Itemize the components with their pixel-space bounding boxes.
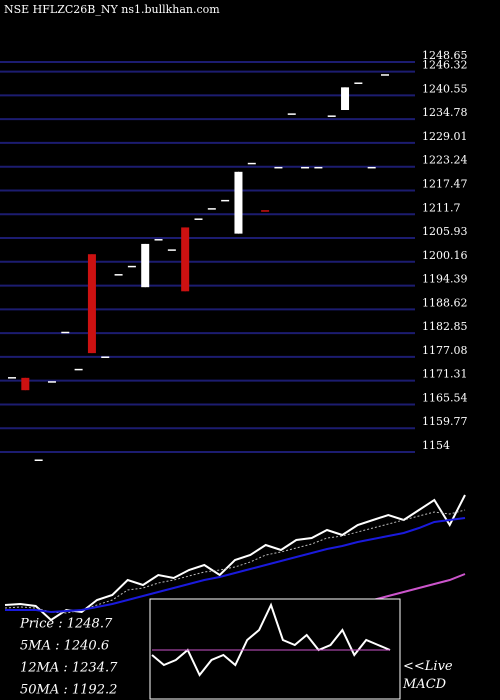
y-tick-label: 1217.47 [422,177,468,190]
series-line [4,494,466,622]
y-tick-label: 1194.39 [422,273,468,286]
candle-body [261,210,270,212]
macd-label: <<Live MACD [402,659,453,692]
y-tick-label: 1177.08 [422,344,468,357]
candle-body [274,166,283,169]
candle-body [354,82,363,84]
candle-body [34,459,43,461]
macd-label-part: <<Live [403,659,453,674]
series-line [5,517,466,614]
candle-body [301,166,310,169]
y-tick-label: 1234.78 [422,106,468,119]
y-tick-label: 1200.16 [422,249,468,262]
y-tick-label: 1211.7 [422,201,461,214]
candle-body [114,274,123,276]
legend-label: 5MA : 1240.6 [20,639,109,654]
y-tick-label: 1159.77 [422,415,468,428]
candle-body [127,265,136,268]
candle-body [154,239,163,241]
candle-body [101,356,110,358]
y-tick-label: 1182.85 [422,320,468,333]
candle-body [74,368,83,371]
legend-label: Price : 1248.7 [19,617,113,632]
candle-body [194,218,203,220]
y-tick-label: 1223.24 [422,154,468,167]
y-tick-label: 1154 [422,439,450,452]
legend-label: 50MA : 1192.2 [20,683,117,698]
candle-body [8,377,16,379]
candle-body [314,166,323,169]
candle-body [87,254,96,354]
y-tick-label: 1248.65 [422,49,468,62]
candle-body [21,377,30,391]
candle-body [61,331,70,334]
chart-title: NSE HFLZC26B_NY ns1.bullkhan.com [4,3,220,16]
y-tick-label: 1165.54 [422,391,468,404]
candle-body [287,113,296,115]
y-tick-label: 1240.55 [422,82,468,95]
candle-body [247,162,256,165]
candle-body [167,249,176,251]
candle-body [381,74,389,76]
candle-body [141,243,150,288]
candle-body [47,381,56,383]
y-tick-label: 1205.93 [422,225,468,238]
legend-label: 12MA : 1234.7 [20,661,118,676]
candle-body [327,115,336,117]
candle-body [181,227,190,292]
candle-body [207,208,216,210]
y-tick-label: 1246.32 [422,59,468,72]
y-tick-label: 1171.31 [422,368,468,381]
y-tick-label: 1188.62 [422,296,468,309]
series-line [4,509,466,614]
macd-label-part: MACD [402,677,447,692]
series-line [151,602,391,677]
candle-body [234,171,243,234]
candle-body [221,199,230,202]
y-tick-label: 1229.01 [422,130,468,143]
candle-body [367,166,376,169]
candle-body [341,87,350,111]
